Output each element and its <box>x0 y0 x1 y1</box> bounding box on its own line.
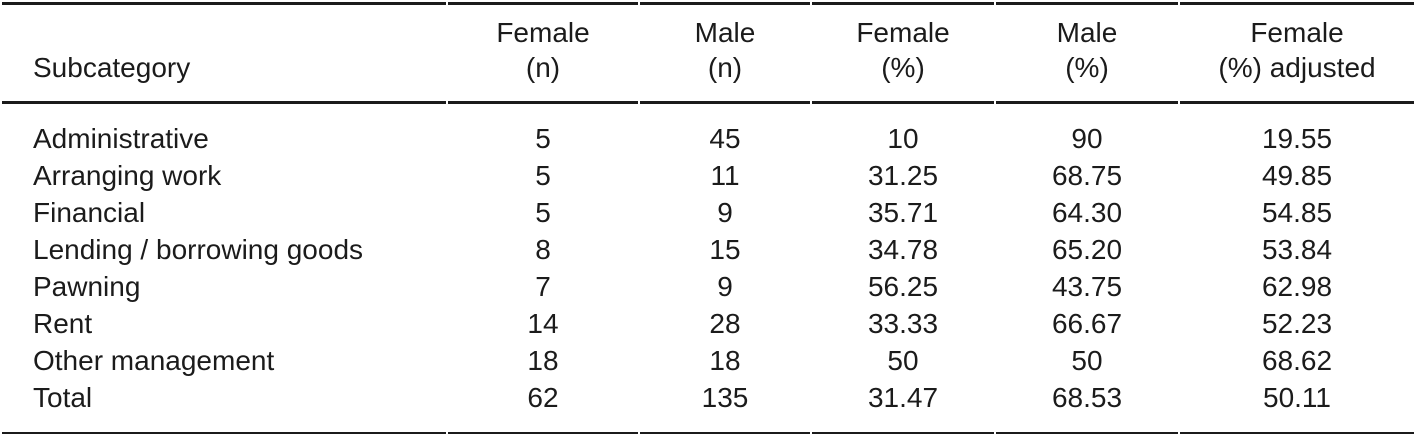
column-header-male-pct: Male (%) <box>996 2 1178 104</box>
header-row: Subcategory Female (n) Male (n) Female (… <box>2 2 1414 104</box>
column-header-male-n: Male (n) <box>640 2 810 104</box>
table-row: Lending / borrowing goods 8 15 34.78 65.… <box>2 231 1414 268</box>
cell-male-n: 18 <box>709 345 741 376</box>
cell-female-pct-adjusted: 54.85 <box>1261 197 1333 228</box>
table-row: Financial 5 9 35.71 64.30 54.85 <box>2 194 1414 231</box>
cell-male-pct: 65.20 <box>1051 234 1123 265</box>
cell-subcategory: Administrative <box>33 123 209 154</box>
column-header-line1: Male <box>694 17 756 48</box>
cell-female-n: 62 <box>448 379 638 434</box>
column-header-line2: (%) <box>1065 52 1109 83</box>
column-header-line1: Female <box>1250 17 1344 48</box>
cell-subcategory: Other management <box>33 345 275 376</box>
cell-female-n: 5 <box>535 123 551 154</box>
table-body: Administrative 5 45 10 90 19.55 Arrangin… <box>2 104 1414 434</box>
column-header-line2: (%) <box>881 52 925 83</box>
cell-female-n: 14 <box>527 308 559 339</box>
cell-female-n: 5 <box>535 160 551 191</box>
cell-female-pct-adjusted: 53.84 <box>1261 234 1333 265</box>
cell-female-pct: 35.71 <box>867 197 939 228</box>
cell-female-pct-adjusted: 49.85 <box>1261 160 1333 191</box>
column-header-female-n: Female (n) <box>448 2 638 104</box>
cell-female-pct-adjusted: 19.55 <box>1261 123 1333 154</box>
subcategory-statistics-table: Subcategory Female (n) Male (n) Female (… <box>0 2 1416 434</box>
table-header: Subcategory Female (n) Male (n) Female (… <box>2 2 1414 104</box>
table-row: Pawning 7 9 56.25 43.75 62.98 <box>2 268 1414 305</box>
cell-female-pct: 34.78 <box>867 234 939 265</box>
cell-male-pct: 64.30 <box>1051 197 1123 228</box>
cell-male-n: 9 <box>717 197 733 228</box>
table-row: Administrative 5 45 10 90 19.55 <box>2 104 1414 157</box>
table-row: Arranging work 5 11 31.25 68.75 49.85 <box>2 157 1414 194</box>
cell-male-pct: 68.75 <box>1051 160 1123 191</box>
cell-female-pct-adjusted: 68.62 <box>1261 345 1333 376</box>
table-row-total: Total 62 135 31.47 68.53 50.11 <box>2 379 1414 434</box>
cell-male-pct: 90 <box>1071 123 1103 154</box>
column-header-line2: (n) <box>525 52 561 83</box>
cell-female-pct-adjusted: 50.11 <box>1180 379 1414 434</box>
cell-subcategory: Financial <box>33 197 146 228</box>
column-header-subcategory: Subcategory <box>2 2 446 104</box>
cell-male-n: 28 <box>709 308 741 339</box>
column-header-line1: Male <box>1056 17 1118 48</box>
cell-female-pct: 33.33 <box>867 308 939 339</box>
cell-female-pct: 50 <box>887 345 919 376</box>
column-header-line2: (%) adjusted <box>1218 52 1376 83</box>
table-row: Other management 18 18 50 50 68.62 <box>2 342 1414 379</box>
cell-subcategory: Total <box>2 379 446 434</box>
cell-female-n: 5 <box>535 197 551 228</box>
cell-female-pct: 31.25 <box>867 160 939 191</box>
cell-female-n: 7 <box>535 271 551 302</box>
column-header-line2: Subcategory <box>33 52 191 83</box>
table-row: Rent 14 28 33.33 66.67 52.23 <box>2 305 1414 342</box>
cell-subcategory: Rent <box>33 308 93 339</box>
cell-male-n: 45 <box>709 123 741 154</box>
cell-male-n: 15 <box>709 234 741 265</box>
cell-female-pct: 31.47 <box>812 379 994 434</box>
column-header-line1: Female <box>496 17 590 48</box>
cell-male-pct: 50 <box>1071 345 1103 376</box>
column-header-female-pct-adjusted: Female (%) adjusted <box>1180 2 1414 104</box>
cell-male-n: 135 <box>640 379 810 434</box>
column-header-female-pct: Female (%) <box>812 2 994 104</box>
cell-female-pct: 10 <box>887 123 919 154</box>
cell-subcategory: Arranging work <box>33 160 222 191</box>
cell-subcategory: Lending / borrowing goods <box>33 234 364 265</box>
cell-subcategory: Pawning <box>33 271 141 302</box>
cell-male-n: 11 <box>710 160 740 191</box>
column-header-line1: Female <box>856 17 950 48</box>
column-header-line1 <box>33 15 446 50</box>
cell-male-pct: 43.75 <box>1051 271 1123 302</box>
cell-female-n: 8 <box>535 234 551 265</box>
cell-male-n: 9 <box>717 271 733 302</box>
cell-male-pct: 66.67 <box>1051 308 1123 339</box>
cell-female-pct: 56.25 <box>867 271 939 302</box>
cell-female-n: 18 <box>527 345 559 376</box>
column-header-line2: (n) <box>707 52 743 83</box>
cell-female-pct-adjusted: 52.23 <box>1261 308 1333 339</box>
cell-male-pct: 68.53 <box>996 379 1178 434</box>
cell-female-pct-adjusted: 62.98 <box>1261 271 1333 302</box>
